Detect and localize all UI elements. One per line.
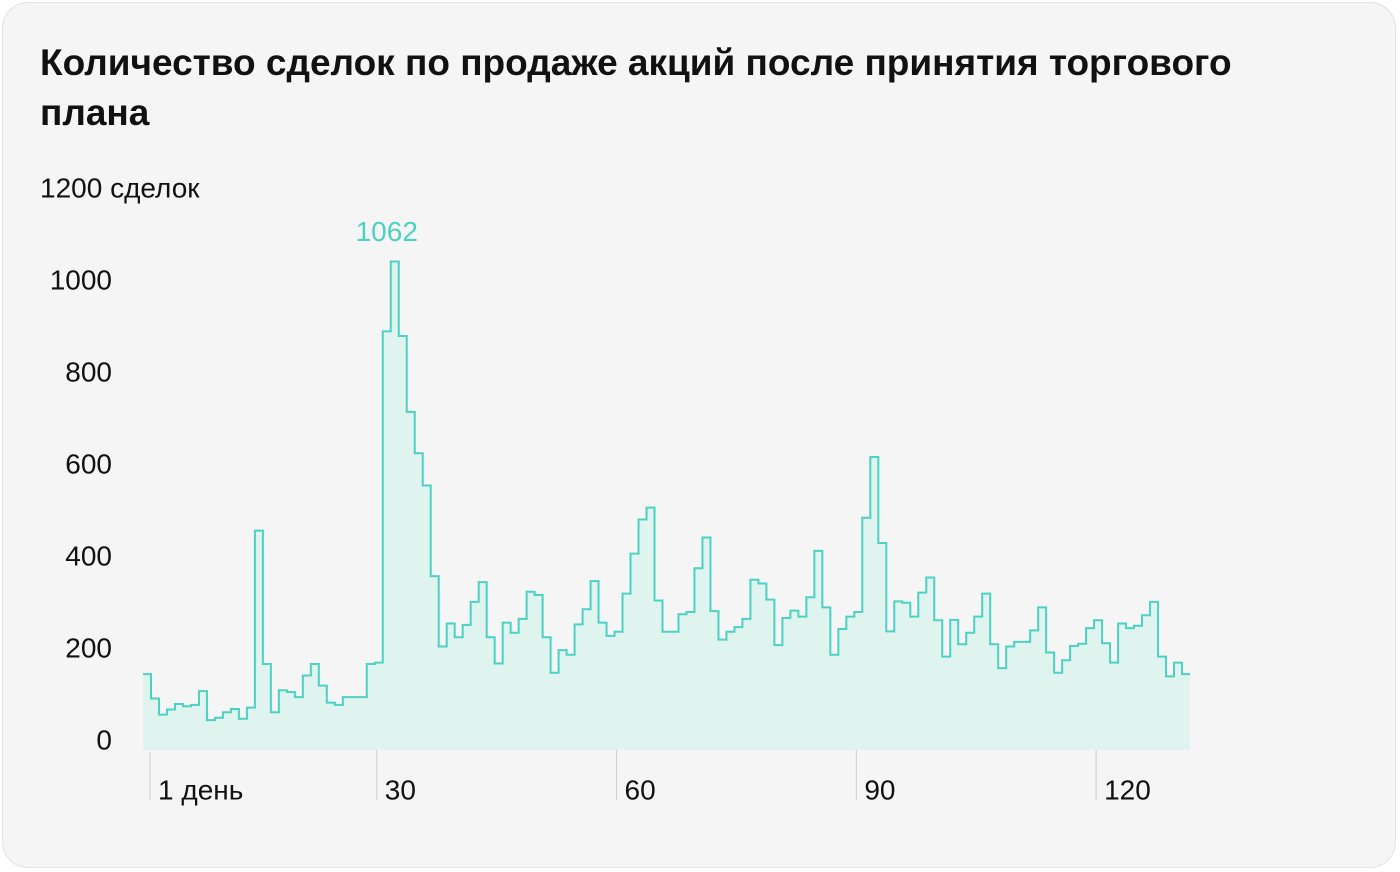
x-tick-label: 30 [385,774,416,805]
series-step-line [143,260,1190,722]
x-tick-label: 1 день [158,774,243,805]
x-tick-label: 60 [625,774,656,805]
y-tick-label: 400 [65,540,112,571]
y-tick-label: 0 [96,724,112,755]
chart-title: Количество сделок по продаже акций после… [40,42,1232,133]
x-tick-label: 90 [864,774,895,805]
y-tick-label: 1000 [50,264,112,295]
x-tick-label: 120 [1104,774,1151,805]
y-tick-label: 1200 сделок [40,172,200,203]
peak-value-label: 1062 [356,216,418,247]
series-area-fill [143,261,1190,750]
y-tick-label: 200 [65,632,112,663]
y-tick-label: 600 [65,448,112,479]
y-tick-label: 800 [65,356,112,387]
